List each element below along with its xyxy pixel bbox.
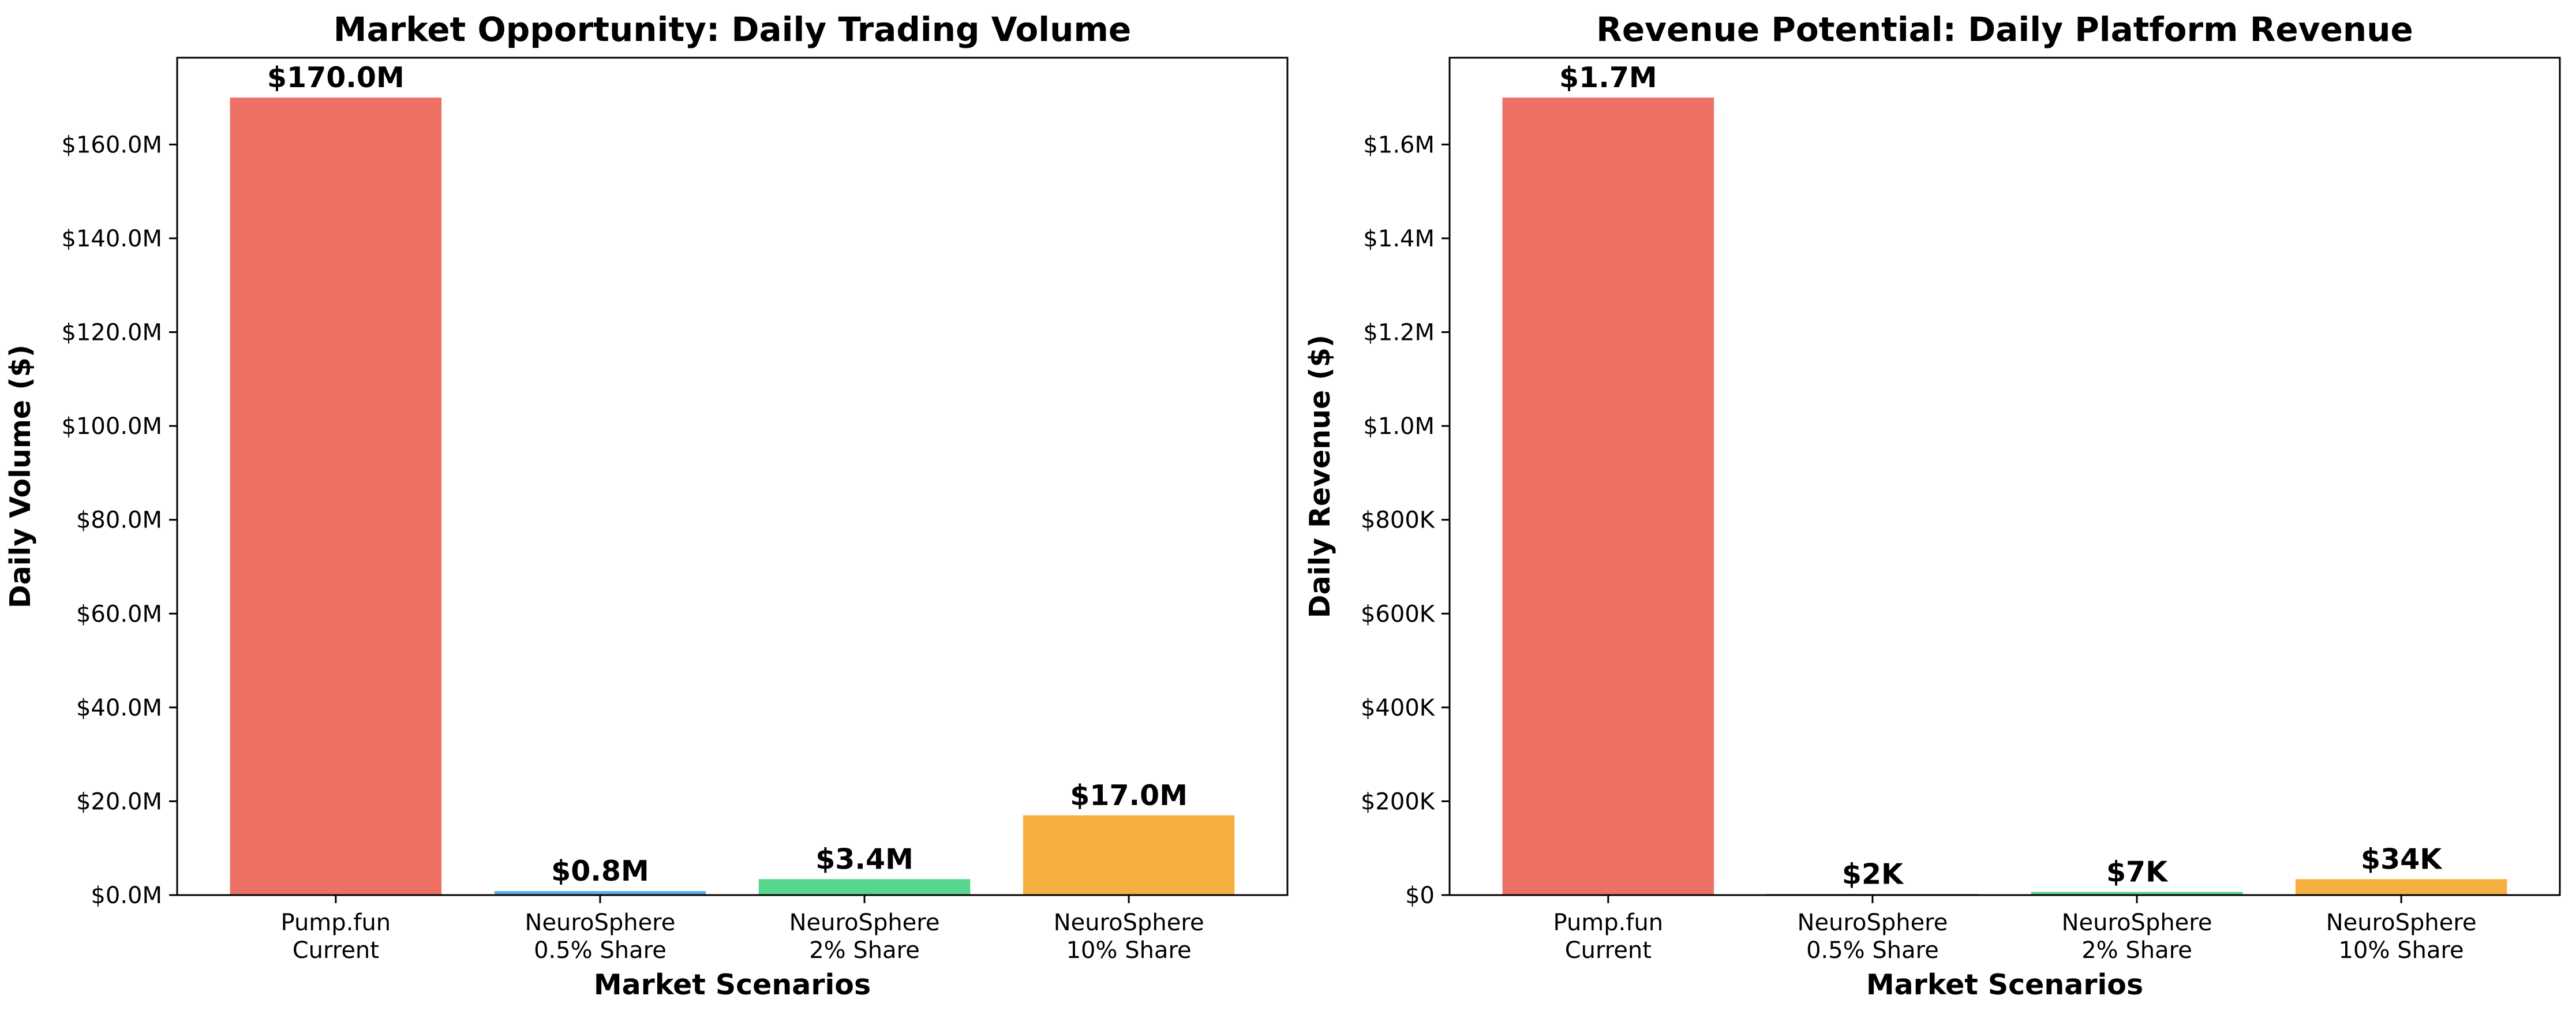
x-tick-label: NeuroSphere 0.5% Share	[525, 910, 676, 964]
y-tick-label: $1.2M	[1363, 320, 1435, 346]
y-tick-label: $200K	[1361, 788, 1436, 815]
data-label: $17.0M	[1070, 779, 1188, 812]
chart-title: Market Opportunity: Daily Trading Volume	[334, 10, 1132, 49]
data-label: $0.8M	[551, 855, 649, 888]
bar	[494, 891, 706, 895]
plot-frame	[176, 57, 1289, 896]
y-tick-label: $600K	[1361, 601, 1436, 627]
y-tick-label: $0	[1405, 882, 1435, 909]
y-axis-label: Daily Revenue ($)	[1304, 335, 1336, 618]
y-tick-label: $140.0M	[62, 226, 162, 252]
y-tick-label: $1.6M	[1363, 132, 1435, 158]
bar	[758, 879, 971, 895]
data-label: $7K	[2106, 855, 2169, 888]
plot-frame	[1448, 57, 2561, 896]
y-tick-label: $400K	[1361, 695, 1436, 721]
chart-2: $1.7M $2K $7K $34K $0 $200K $400K $600K $800K $1.…	[1304, 10, 2561, 1001]
y-tick-label: $80.0M	[76, 507, 162, 534]
x-tick-label: NeuroSphere 2% Share	[2062, 910, 2212, 964]
bar	[2031, 892, 2243, 895]
y-tick-label: $800K	[1361, 507, 1436, 534]
y-tick-label: $1.4M	[1363, 226, 1435, 252]
y-tick-label: $1.0M	[1363, 413, 1435, 440]
x-tick-label: NeuroSphere 0.5% Share	[1798, 910, 1948, 964]
data-label: $34K	[2361, 843, 2443, 875]
y-tick-label: $60.0M	[76, 601, 162, 627]
x-axis-label: Market Scenarios	[594, 968, 871, 1001]
x-tick-label: Pump.fun Current	[1553, 910, 1664, 964]
x-tick-label: NeuroSphere 2% Share	[789, 910, 940, 964]
y-axis-label: Daily Volume ($)	[4, 345, 37, 608]
chart-title: Revenue Potential: Daily Platform Revenu…	[1596, 10, 2413, 49]
bar	[230, 98, 442, 896]
bar	[1023, 815, 1235, 895]
bar	[2295, 879, 2507, 895]
y-tick-label: $20.0M	[76, 788, 162, 815]
x-axis-label: Market Scenarios	[1866, 968, 2143, 1001]
y-tick-label: $120.0M	[62, 320, 162, 346]
y-tick-label: $160.0M	[62, 132, 162, 158]
chart-1: $170.0M $0.8M $3.4M $17.0M $0.0M $20.0M $40.0M…	[4, 10, 1289, 1001]
data-label: $170.0M	[267, 61, 405, 94]
data-label: $2K	[1842, 858, 1904, 891]
bar	[1502, 98, 1714, 896]
x-tick-label: NeuroSphere 10% Share	[1054, 910, 1204, 964]
y-tick-label: $40.0M	[76, 695, 162, 721]
y-tick-label: $100.0M	[62, 413, 162, 440]
data-label: $3.4M	[815, 843, 913, 875]
x-tick-label: NeuroSphere 10% Share	[2326, 910, 2477, 964]
y-tick-label: $0.0M	[91, 882, 162, 909]
x-tick-label: Pump.fun Current	[281, 910, 391, 964]
data-label: $1.7M	[1559, 61, 1657, 94]
